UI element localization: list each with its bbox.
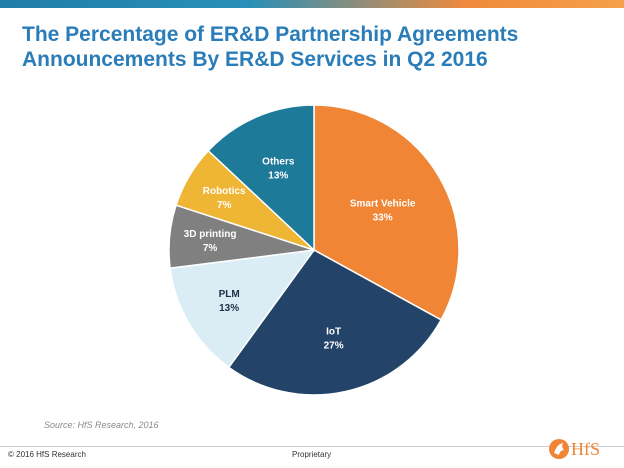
chart-title: The Percentage of ER&D Partnership Agree…: [22, 23, 519, 71]
pie-slice-smart-vehicle: [313, 104, 460, 321]
pie-slice-plm: [169, 249, 316, 369]
slice-label-iot: IoT: [326, 327, 341, 338]
svg-text:H: H: [571, 439, 584, 459]
proprietary-text: Proprietary: [292, 450, 332, 459]
slice-value-smart-vehicle: 33%: [373, 212, 393, 223]
hfs-logo: H fS: [549, 439, 600, 459]
slice-value-iot: 27%: [324, 341, 344, 352]
svg-text:fS: fS: [584, 439, 600, 459]
slice-label-smart-vehicle: Smart Vehicle: [350, 198, 416, 209]
slice-value-plm: 13%: [219, 303, 239, 314]
copyright-text: © 2016 HfS Research: [8, 450, 86, 459]
source-note: Source: HfS Research, 2016: [44, 420, 159, 430]
top-accent-bar: [0, 0, 624, 8]
slice-label-plm: PLM: [219, 289, 240, 300]
slice-value-robotics: 7%: [217, 200, 232, 211]
slice-label-robotics: Robotics: [203, 186, 246, 197]
slice-label-3d-printing: 3D printing: [184, 229, 237, 240]
slice-value-3d-printing: 7%: [203, 243, 218, 254]
slice-value-others: 13%: [268, 170, 288, 181]
footer-divider: [0, 446, 624, 447]
pie-slice-iot: [227, 249, 443, 396]
slice-label-others: Others: [262, 156, 295, 167]
pie-slice-others: [207, 104, 315, 252]
